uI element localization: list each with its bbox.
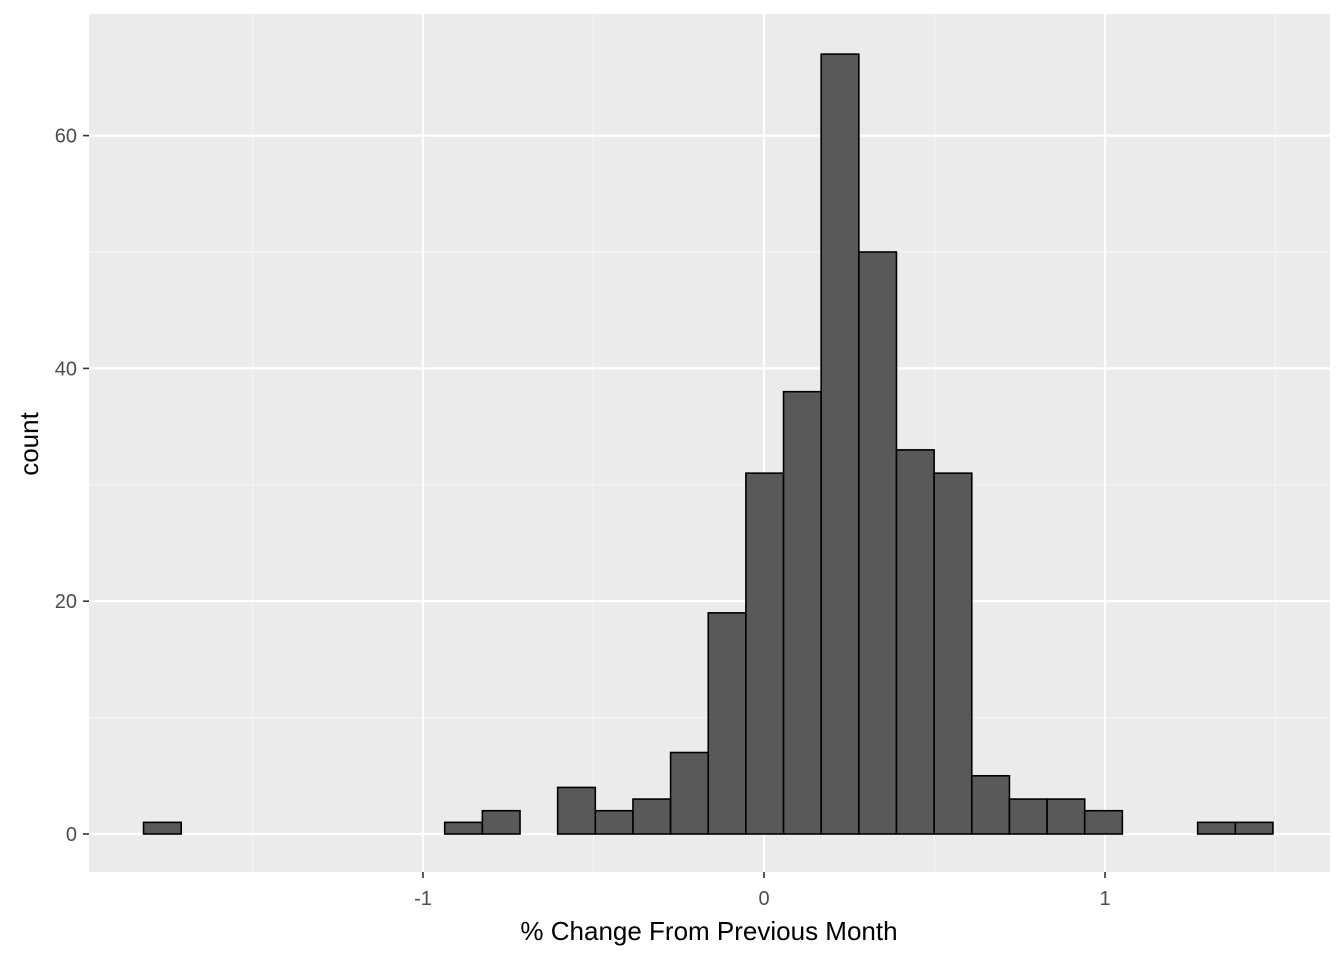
y-tick-label: 20 bbox=[55, 591, 77, 613]
histogram-bar bbox=[1196, 821, 1237, 835]
x-axis-title: % Change From Previous Month bbox=[520, 916, 897, 946]
histogram-bar bbox=[556, 786, 597, 835]
histogram-bar bbox=[707, 612, 747, 835]
y-axis-ticks: 0 20 40 60 bbox=[55, 126, 89, 846]
histogram-bar bbox=[933, 472, 973, 835]
histogram-bar bbox=[970, 774, 1011, 835]
histogram-bar bbox=[1046, 798, 1086, 835]
histogram-bar bbox=[594, 809, 634, 835]
y-tick-label: 60 bbox=[55, 126, 77, 148]
histogram-bar bbox=[669, 751, 710, 835]
y-tick-label: 0 bbox=[66, 824, 77, 846]
x-axis-ticks: -1 0 1 bbox=[414, 872, 1111, 910]
x-tick-label: 0 bbox=[758, 888, 769, 910]
histogram-bar bbox=[782, 390, 822, 835]
minor-gridlines bbox=[89, 14, 1330, 872]
histogram-bar bbox=[443, 821, 484, 835]
x-tick-label: -1 bbox=[414, 888, 432, 910]
histogram-bar bbox=[895, 449, 935, 835]
histogram-bar bbox=[142, 821, 182, 835]
x-tick-label: 1 bbox=[1099, 888, 1110, 910]
histogram-bar bbox=[820, 53, 860, 835]
y-tick-label: 40 bbox=[55, 358, 77, 380]
histogram-bar bbox=[632, 798, 672, 835]
histogram-bar bbox=[1008, 798, 1048, 835]
histogram-bar bbox=[1234, 821, 1274, 835]
histogram-bar bbox=[745, 472, 785, 835]
histogram-bar bbox=[481, 809, 521, 835]
y-axis-title: count bbox=[14, 411, 44, 475]
histogram-bar bbox=[858, 251, 898, 835]
histogram-bars bbox=[142, 53, 1274, 835]
histogram-bar bbox=[1083, 809, 1124, 835]
